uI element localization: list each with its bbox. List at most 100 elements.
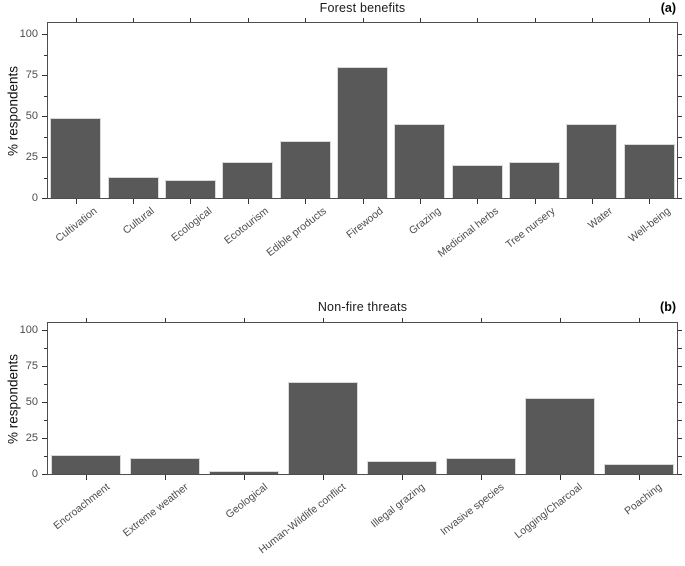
right-axis-tick [678, 366, 682, 367]
y-tick-label: 100 [19, 324, 38, 336]
top-axis-tick [638, 318, 640, 322]
y-axis-minor-tick [44, 348, 47, 349]
x-axis-tick [477, 199, 479, 204]
right-axis-tick [678, 157, 682, 158]
top-axis-tick [477, 18, 479, 22]
right-axis-tick [678, 456, 682, 457]
right-axis-tick [678, 330, 682, 331]
x-tick-label: Medicinal herbs [435, 205, 501, 260]
right-axis-tick [678, 384, 682, 385]
y-axis-minor-tick [44, 177, 47, 179]
x-tick-label: Poaching [622, 481, 664, 518]
bar [130, 458, 201, 474]
x-tick-label: Grazing [406, 205, 444, 238]
chart-b-title: Non-fire threats [317, 300, 408, 314]
x-axis-tick [649, 199, 651, 204]
x-tick-label: Encroachment [51, 481, 112, 533]
x-tick-label: Human-Wildlife conflict [256, 481, 349, 557]
x-tick-label: Ecotourism [222, 205, 272, 247]
x-axis-tick [638, 475, 640, 480]
y-axis-tick [42, 330, 47, 331]
bar [366, 461, 437, 474]
y-axis-minor-tick [44, 420, 47, 421]
chart-a-panel-label: (a) [660, 1, 676, 15]
y-axis-tick [42, 402, 47, 403]
top-axis-tick [190, 18, 192, 22]
y-axis-tick [42, 474, 47, 475]
x-tick-label: Edible products [264, 205, 329, 260]
y-tick-label: 50 [25, 396, 38, 408]
x-tick-label: Cultural [120, 205, 157, 237]
top-axis-tick [323, 318, 325, 322]
top-axis-tick [362, 18, 364, 22]
bar [164, 180, 216, 198]
y-tick-label: 75 [25, 69, 38, 81]
x-axis-tick [86, 475, 88, 480]
y-tick-label: 75 [25, 360, 38, 372]
x-tick-label: Logging/Charcoal [512, 481, 586, 542]
chart-b-plot-panel [47, 322, 678, 475]
x-axis-tick [559, 475, 561, 480]
bar [279, 141, 331, 198]
x-tick-label: Extreme weather [120, 481, 191, 540]
x-tick-label: Invasive species [438, 481, 507, 538]
top-axis-tick [305, 18, 307, 22]
chart-a-header: Forest benefits (a) [47, 1, 678, 18]
right-axis-tick [678, 75, 682, 76]
x-tick-label: Illegal grazing [368, 481, 428, 531]
x-axis-tick [244, 475, 246, 480]
x-tick-label: Ecological [168, 205, 214, 244]
bar [222, 162, 274, 198]
y-tick-label: 0 [31, 192, 38, 204]
chart-b-header: Non-fire threats (b) [47, 300, 678, 317]
x-axis-tick [419, 199, 421, 204]
right-axis-tick [678, 402, 682, 403]
y-axis-tick [42, 438, 47, 439]
top-axis-tick [419, 18, 421, 22]
right-axis-tick [678, 116, 682, 117]
y-tick-label: 25 [25, 432, 38, 444]
x-axis-tick [534, 199, 536, 204]
bar [623, 144, 675, 198]
y-axis-tick [42, 157, 47, 158]
y-axis-minor-tick [44, 384, 47, 385]
x-axis-tick [323, 475, 325, 480]
bar [509, 162, 561, 198]
y-tick-label: 50 [25, 110, 38, 122]
top-axis-tick [559, 318, 561, 322]
chart-b-panel-label: (b) [660, 300, 676, 314]
x-axis-tick [401, 475, 403, 480]
right-axis-tick [678, 348, 682, 349]
chart-a-plot-panel [47, 22, 678, 199]
bar [209, 471, 280, 474]
y-axis-tick [42, 34, 47, 35]
bar [566, 124, 618, 198]
y-tick-label: 100 [19, 28, 38, 40]
bar [445, 458, 516, 474]
bar [50, 118, 102, 198]
right-axis-tick [678, 34, 682, 35]
x-tick-label: Geological [223, 481, 270, 522]
bar [524, 398, 595, 474]
right-axis-tick [678, 438, 682, 439]
top-axis-tick [591, 18, 593, 22]
x-axis-tick [591, 199, 593, 204]
x-axis-tick [75, 199, 77, 204]
x-tick-label: Firewood [344, 205, 386, 242]
y-axis-tick [42, 75, 47, 76]
top-axis-tick [86, 318, 88, 322]
x-axis-tick [480, 475, 482, 480]
right-axis-tick [678, 54, 682, 56]
x-axis-tick [165, 475, 167, 480]
top-axis-tick [534, 18, 536, 22]
y-axis-minor-tick [44, 95, 47, 97]
top-axis-tick [401, 318, 403, 322]
top-axis-tick [649, 18, 651, 22]
x-axis-tick [133, 199, 135, 204]
x-tick-label: Tree nursery [503, 205, 558, 251]
y-axis-tick [42, 116, 47, 117]
right-axis-tick [678, 177, 682, 179]
y-tick-label: 0 [31, 468, 38, 480]
top-axis-tick [75, 18, 77, 22]
